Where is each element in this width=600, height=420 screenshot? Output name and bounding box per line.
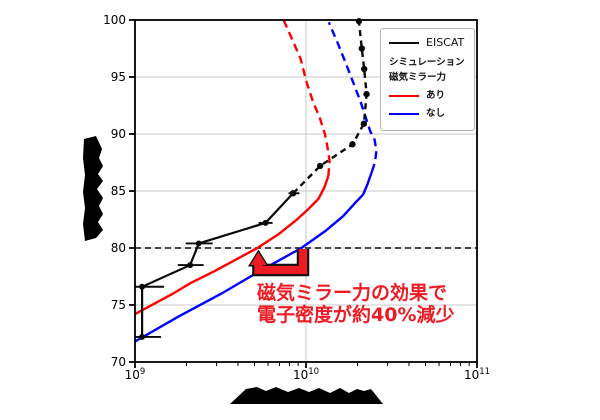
x-tick-label: 109 (125, 367, 146, 382)
y-tick-label: 80 (111, 241, 126, 255)
x-tick-label: 1010 (293, 367, 319, 382)
series-without-mirror-solid (134, 171, 374, 343)
legend-simulation-line1: シミュレーション (389, 56, 466, 69)
eiscat-marker (349, 141, 356, 148)
eiscat-marker (361, 65, 368, 73)
eiscat-marker (316, 162, 324, 170)
eiscat-marker (360, 120, 368, 127)
eiscat-marker (363, 90, 370, 98)
legend-label-eiscat: EISCAT (426, 36, 465, 49)
eiscat-marker (358, 45, 366, 52)
legend-box: EISCAT シミュレーション 磁気ミラー力 あり なし (380, 28, 475, 131)
legend-label-simulation: シミュレーション (389, 57, 465, 68)
y-tick-label: 70 (111, 355, 126, 369)
eiscat-marker (139, 333, 146, 340)
eiscat-line-swatch (389, 41, 419, 44)
axis-ticks (129, 19, 478, 368)
x-axis-label-redaction (230, 387, 383, 404)
legend-label-without: なし (426, 108, 446, 119)
eiscat-marker (195, 240, 202, 247)
legend-simulation-line2: 磁気ミラー力 (389, 71, 466, 84)
legend-label-mirror-force: 磁気ミラー力 (389, 72, 447, 83)
eiscat-marker (289, 190, 297, 197)
annotation-line-1: 磁気ミラー力の効果で (257, 282, 448, 304)
grid-lines (135, 20, 477, 362)
arrow-body (254, 249, 308, 275)
y-tick-label: 100 (103, 13, 126, 27)
legend-item-without-mirror: なし (389, 107, 466, 120)
eiscat-marker (139, 283, 146, 290)
x-tick-label: 1011 (464, 367, 490, 382)
y-tick-label: 90 (111, 127, 126, 141)
axis-tick-labels: 109 1010 1011 70 75 80 85 90 95 100 (103, 13, 490, 382)
arrow-head (250, 252, 267, 265)
eiscat-marker (262, 219, 269, 226)
series-eiscat-solid (141, 192, 294, 337)
legend-item-with-mirror: あり (389, 89, 466, 102)
y-tick-label: 75 (111, 298, 126, 312)
without-mirror-line-swatch (389, 112, 419, 115)
series-with-mirror-dashed (282, 19, 331, 177)
y-tick-label: 85 (111, 184, 126, 198)
annotation-line-2: 電子密度が約40%減少 (257, 304, 455, 326)
annotation-text: 磁気ミラー力の効果で 電子密度が約40%減少 (257, 282, 454, 326)
legend-item-eiscat: EISCAT (389, 36, 466, 49)
eiscat-marker (355, 17, 363, 25)
series-eiscat-dashed (292, 20, 368, 195)
annotation-arrow (247, 249, 310, 277)
with-mirror-line-swatch (389, 94, 419, 97)
legend-label-with: あり (426, 90, 446, 101)
eiscat-marker (187, 262, 194, 269)
series-with-mirror-solid (134, 175, 330, 316)
series-without-mirror-dashed (327, 21, 378, 172)
y-axis-label-redaction (83, 136, 103, 241)
y-tick-label: 95 (111, 70, 126, 84)
